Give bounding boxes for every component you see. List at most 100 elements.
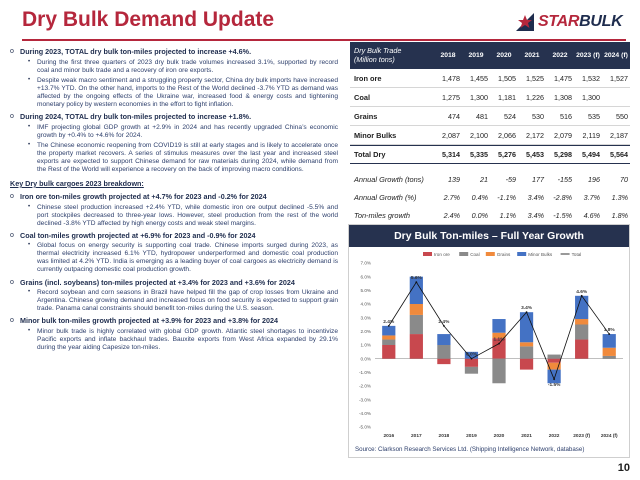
bar-segment [602,334,616,348]
table-cell: 5,298 [554,150,572,159]
table-cell: 2,172 [526,130,544,140]
table-cell: 1,532 [582,73,600,83]
legend-label: Minor Bulks [528,252,553,257]
total-point [525,311,528,314]
total-point [470,357,473,360]
row-label: Annual Growth (tons) [354,174,424,184]
sub-bullet: • Minor bulk trade is highly correlated w… [28,328,338,352]
year-header: 2019 [468,52,484,59]
bar-segment [519,342,534,347]
table-cell: 524 [504,111,516,121]
table-cell: 2,187 [610,130,628,140]
table-cell: 196 [588,174,600,184]
y-tick-label: 1.0% [361,343,371,348]
x-tick-label: 2019 [466,433,477,439]
row-label: Minor Bulks [354,130,397,140]
table-row: Minor Bulks 2,087 2,100 2,066 2,172 2,079 2,11… [350,126,630,145]
bar-segment [547,358,561,363]
legend-swatch [423,252,432,256]
y-tick-label: -4.0% [359,411,371,416]
total-point [608,333,611,335]
dot-bullet-icon: • [28,328,31,335]
page-number: 10 [617,462,630,474]
main-bullet-text: During 2024, TOTAL dry bulk ton-miles pr… [20,111,252,121]
row-label: Grains [354,111,378,121]
legend-label: Grains [497,252,511,257]
sub-bullet: • Record soybean and corn seasons in Braz… [28,289,338,313]
table-row: Iron ore 1,478 1,455 1,505 1,525 1,475 1,532 1,… [350,69,630,88]
bar-segment [409,334,423,359]
table-cell: 2,119 [582,130,600,140]
bar-segment [519,346,534,359]
bar-segment [409,304,423,315]
table-cell: 481 [476,111,488,121]
table-cell: 1,527 [610,73,628,83]
section-heading: Key Dry bulk cargoes 2023 breakdown: [10,178,144,188]
dot-bullet-icon: • [28,76,31,83]
sub-bullet-text: Minor bulk trade is highly correlated wi… [37,328,338,352]
logo-text: STARBULK [538,13,623,30]
table-cell: 535 [588,111,600,121]
table-cell: -1.5% [553,210,572,220]
data-label: 5.6% [411,275,423,281]
table-cell: 1.1% [499,210,516,220]
main-bullet: o Grains (incl. soybeans) ton-miles proje… [8,278,338,288]
circle-bullet-icon: o [10,48,14,55]
bar-segment [575,324,589,340]
table-header: Dry Bulk Trade (Million tons) 2018 2019 2020… [350,42,630,69]
table-cell: 1,226 [526,92,544,102]
data-label: 2.4% [438,319,450,325]
x-tick-label: 2017 [411,433,422,439]
chart-title: Dry Bulk Ton-miles – Full Year Growth [349,225,629,247]
legend-swatch [517,252,527,256]
main-bullet: o During 2024, TOTAL dry bulk ton-miles p… [8,111,338,122]
sub-bullet: • IMF projecting global GDP growth at +2.… [28,124,338,140]
dot-bullet-icon: • [28,203,31,210]
x-tick-label: 2022 [549,433,560,439]
main-bullet: o During 2023, TOTAL dry bulk ton-miles p… [8,47,338,57]
bar-segment [602,347,616,356]
year-header: 2023 (f) [576,52,600,59]
bar-segment [464,358,479,367]
bar-segment [437,334,451,345]
table-cell: 5,564 [610,150,628,159]
bar-segment [492,358,506,384]
year-header: 2018 [440,52,456,59]
bar-segment [464,366,479,374]
row-label: Ton-miles growth [354,210,410,220]
bar-segment [547,354,561,359]
table-cell: -59 [505,174,516,184]
dot-bullet-icon: • [28,289,31,296]
table-cell: 0.0% [471,210,488,220]
table-cell: 1,455 [470,73,488,83]
bar-segment [409,276,423,304]
commentary-column: o During 2023, TOTAL dry bulk ton-miles p… [8,44,338,352]
dry-bulk-trade-table: Dry Bulk Trade (Million tons) 2018 2019 2020… [350,42,630,224]
year-header: 2024 (f) [604,52,628,59]
table-cell: 1,275 [442,92,460,102]
y-tick-label: 2.0% [361,329,371,334]
bar-segment [547,369,561,384]
bar-segment [575,339,589,359]
main-bullet-text: During 2023, TOTAL dry bulk ton-miles pr… [20,47,252,56]
circle-bullet-icon: o [10,112,14,120]
table-cell: 1,300 [470,92,488,102]
table-cell: 5,276 [498,150,516,159]
row-label: Annual Growth (%) [354,192,417,202]
bar-segment [437,345,451,359]
table-cell: 516 [560,111,572,121]
sub-bullet-text: During the first three quarters of 2023 … [37,58,338,74]
table-cell: 474 [448,111,460,121]
legend-label: Coal [470,252,479,257]
dot-bullet-icon: • [28,123,31,130]
y-tick-label: 4.0% [361,302,371,307]
table-row: Annual Growth (%) 2.7% 0.4% -1.1% 3.4% -2.8% 3… [350,188,630,206]
table-cell: 3.4% [527,210,544,220]
company-logo: STARBULK [514,10,626,34]
year-header: 2022 [552,52,568,59]
bar-segment [382,339,396,345]
y-tick-label: 5.0% [361,288,371,293]
page-title: Dry Bulk Demand Update [22,8,275,31]
table-cell: 2.7% [443,192,460,202]
y-tick-label: -2.0% [359,384,371,389]
